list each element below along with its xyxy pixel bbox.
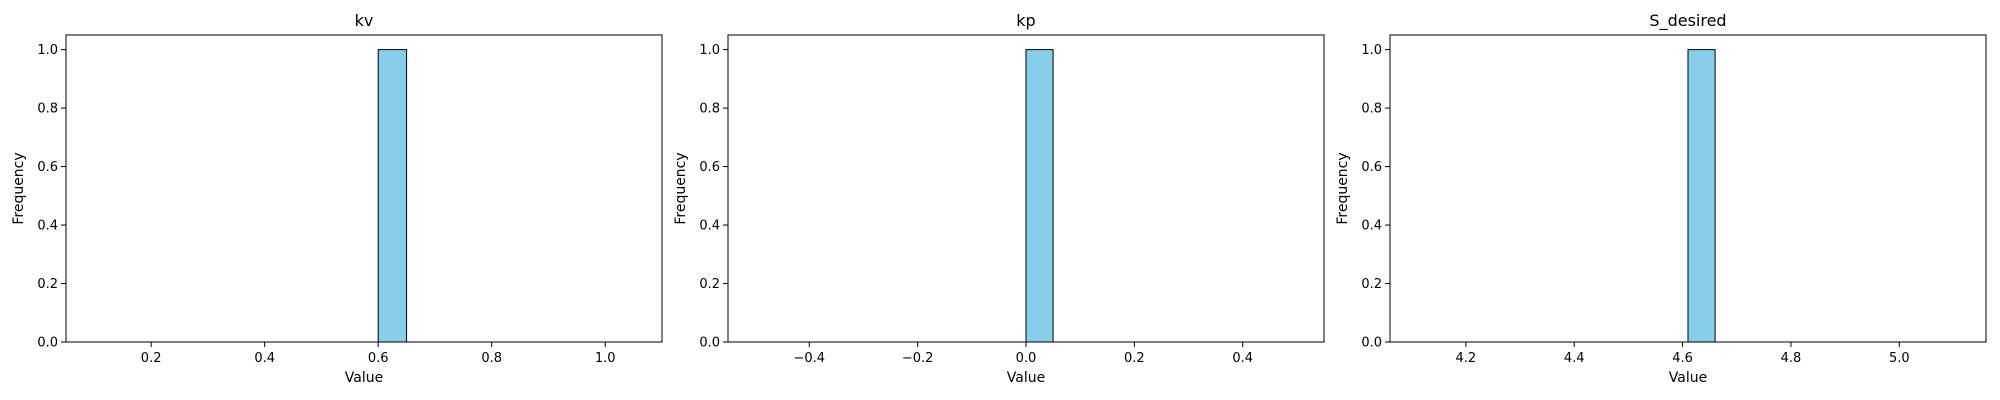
x-axis-label: Value: [1007, 370, 1045, 386]
y-tick-label: 0.8: [1361, 102, 1382, 117]
x-tick-label: 0.2: [141, 351, 162, 366]
x-tick-label: 5.0: [1889, 351, 1910, 366]
y-tick-label: 1.0: [1361, 43, 1382, 58]
x-tick-label: 0.6: [368, 351, 389, 366]
y-tick-label: 0.2: [37, 277, 58, 292]
y-tick-label: 1.0: [37, 43, 58, 58]
chart-title: S_desired: [1649, 11, 1726, 31]
chart-title: kp: [1016, 11, 1035, 30]
y-tick-label: 0.6: [37, 160, 58, 175]
x-axis-label: Value: [345, 370, 383, 386]
y-tick-label: 0.4: [37, 219, 58, 234]
y-tick-label: 0.2: [1361, 277, 1382, 292]
x-tick-label: 0.4: [1232, 351, 1253, 366]
x-tick-label: 0.8: [481, 351, 502, 366]
x-tick-label: 0.0: [1016, 351, 1037, 366]
y-tick-label: 0.8: [37, 102, 58, 117]
x-tick-label: −0.2: [902, 351, 934, 366]
x-tick-label: −0.4: [793, 351, 825, 366]
y-tick-label: 1.0: [699, 43, 720, 58]
histogram-panel-1: 0.0 0.2 0.4 0.6 0.8 1.0 0.2 0.4 0.6 0.8 1.0 kv Value…: [11, 11, 663, 386]
y-tick-label: 0.6: [699, 160, 720, 175]
histogram-bar: [377, 49, 408, 343]
x-tick-label: 0.4: [254, 351, 275, 366]
y-axis-label: Frequency: [11, 152, 27, 224]
x-tick-label: 4.2: [1456, 351, 1477, 366]
histogram-panel-3: 0.0 0.2 0.4 0.6 0.8 1.0 4.2 4.4 4.6 4.8 5.0 S_desir…: [1335, 11, 1987, 386]
y-tick-label: 0.6: [1361, 160, 1382, 175]
histogram-bar: [1025, 49, 1054, 343]
y-tick-label: 0.0: [1361, 336, 1382, 351]
y-tick-label: 0.8: [699, 102, 720, 117]
x-tick-label: 4.4: [1564, 351, 1585, 366]
histogram-panel-2: 0.0 0.2 0.4 0.6 0.8 1.0 −0.4 −0.2 0.0 0.2 0.4 kp Val…: [673, 11, 1325, 386]
y-tick-label: 0.4: [699, 219, 720, 234]
x-axis-label: Value: [1669, 370, 1707, 386]
plot-frame: [1389, 34, 1987, 343]
y-tick-label: 0.2: [699, 277, 720, 292]
x-tick-label: 4.8: [1781, 351, 1802, 366]
x-tick-label: 1.0: [595, 351, 616, 366]
y-tick-label: 0.0: [37, 336, 58, 351]
histogram-bar: [1687, 49, 1716, 343]
plot-frame: [65, 34, 663, 343]
y-tick-label: 0.4: [1361, 219, 1382, 234]
x-tick-label: 0.2: [1124, 351, 1145, 366]
y-axis-label: Frequency: [1335, 152, 1351, 224]
chart-title: kv: [355, 11, 374, 30]
y-axis-label: Frequency: [673, 152, 689, 224]
y-tick-label: 0.0: [699, 336, 720, 351]
x-tick-label: 4.6: [1672, 351, 1693, 366]
